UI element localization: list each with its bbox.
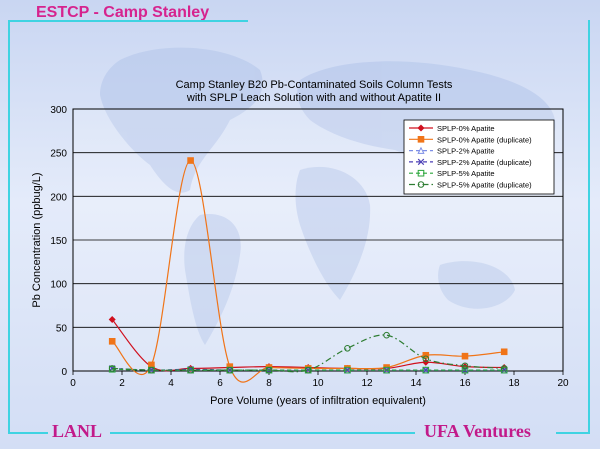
legend-marker-2 [417, 136, 425, 143]
legend-label-1: SPLP-0% Apatite [437, 124, 495, 133]
series-6-point-6 [304, 366, 312, 374]
legend-marker-6 [417, 181, 425, 188]
series-2-point-1 [108, 338, 116, 345]
footer-line-right [556, 432, 590, 434]
x-axis-label: Pore Volume (years of infiltration equiv… [210, 395, 426, 407]
y-tick-label-200: 200 [50, 192, 67, 203]
legend-entries: SPLP-0% Apatite SPLP-0% Apatite (duplicat… [409, 124, 532, 190]
legend-marker-4 [417, 158, 425, 166]
series-2-point-9 [422, 351, 430, 359]
slide-header-title: ESTCP - Camp Stanley [36, 4, 210, 21]
legend-label-3: SPLP-2% Apatite [437, 147, 495, 156]
y-tick-label-250: 250 [50, 149, 67, 160]
series-1-point-1 [108, 315, 116, 323]
y-tick-label-300: 300 [50, 105, 67, 116]
series-6-line [112, 334, 505, 373]
frame-left-line [8, 20, 10, 434]
series-4-point-7 [344, 366, 351, 374]
x-tick-labels: 0 2 4 6 8 10 12 14 16 18 20 [70, 378, 569, 389]
series-6-point-3 [187, 366, 194, 374]
series-2-point-10 [461, 352, 469, 360]
series-5-line [112, 368, 505, 371]
legend-entry-4: SPLP-2% Apatite (duplicate) [409, 158, 532, 167]
legend-entry-6: SPLP-5% Apatite (duplicate) [409, 181, 532, 190]
x-tick-label-20: 20 [557, 378, 569, 389]
header-underline [8, 20, 248, 22]
footer-line-left [8, 432, 48, 434]
series-6-point-9 [422, 355, 430, 363]
y-tick-label-150: 150 [50, 236, 67, 247]
x-tick-label-10: 10 [312, 378, 324, 389]
legend-entry-1: SPLP-0% Apatite [409, 124, 495, 133]
frame-right-line [588, 20, 590, 434]
chart-title-line2: with SPLP Leach Solution with and withou… [186, 92, 441, 104]
legend-entry-5: SPLP-5% Apatite [409, 169, 495, 178]
x-tick-label-0: 0 [70, 378, 76, 389]
legend-marker-1 [417, 124, 425, 132]
series-5-point-9 [422, 366, 430, 374]
legend-entry-2: SPLP-0% Apatite (duplicate) [409, 135, 532, 144]
legend-label-5: SPLP-5% Apatite [437, 169, 495, 178]
series-6-point-1 [108, 365, 116, 372]
legend-marker-5 [417, 169, 425, 177]
series-6-point-7 [344, 344, 351, 352]
legend-label-6: SPLP-5% Apatite (duplicate) [437, 181, 532, 190]
y-tick-label-100: 100 [50, 280, 67, 291]
series-6 [108, 331, 508, 374]
series-5-point-10 [461, 366, 469, 374]
series-6-point-5 [265, 366, 273, 374]
legend-label-2: SPLP-0% Apatite (duplicate) [437, 135, 532, 144]
legend: SPLP-0% Apatite SPLP-0% Apatite (duplicat… [403, 119, 555, 195]
x-tick-label-18: 18 [508, 378, 520, 389]
footer-line-middle [110, 432, 415, 434]
x-tick-label-6: 6 [217, 378, 223, 389]
footer-left-label: LANL [52, 421, 103, 441]
series-6-point-10 [461, 362, 469, 370]
legend-box [403, 119, 555, 195]
x-tick-label-4: 4 [168, 378, 174, 389]
y-axis-label: Pb Concentration (ppbug/L) [31, 172, 43, 307]
series-5-point-8 [383, 366, 390, 374]
legend-entry-3: SPLP-2% Apatite [409, 147, 495, 156]
x-tick-label-16: 16 [459, 378, 471, 389]
series-2-point-3 [187, 157, 194, 164]
footer-right-label: UFA Ventures [424, 421, 531, 441]
x-tick-label-14: 14 [410, 378, 422, 389]
y-tick-labels: 0 50 100 150 200 250 300 [50, 105, 67, 378]
legend-marker-3 [417, 146, 425, 154]
series-4-point-9 [422, 366, 430, 374]
series-6-point-4 [226, 366, 234, 374]
x-tick-label-12: 12 [361, 378, 373, 389]
series-6-point-2 [148, 366, 155, 374]
series-5-point-7 [344, 366, 351, 374]
series-6-point-8 [383, 331, 390, 339]
legend-label-4: SPLP-2% Apatite (duplicate) [437, 158, 532, 167]
chart-title-line1: Camp Stanley B20 Pb-Contaminated Soils C… [176, 79, 453, 91]
series-2-point-11 [500, 348, 508, 356]
y-tick-label-50: 50 [56, 323, 68, 334]
y-tick-label-0: 0 [61, 367, 67, 378]
series-6-point-11 [500, 365, 508, 372]
x-tick-label-2: 2 [119, 378, 125, 389]
x-tick-label-8: 8 [266, 378, 272, 389]
series-5-point-11 [500, 366, 508, 374]
data-series [108, 157, 508, 383]
